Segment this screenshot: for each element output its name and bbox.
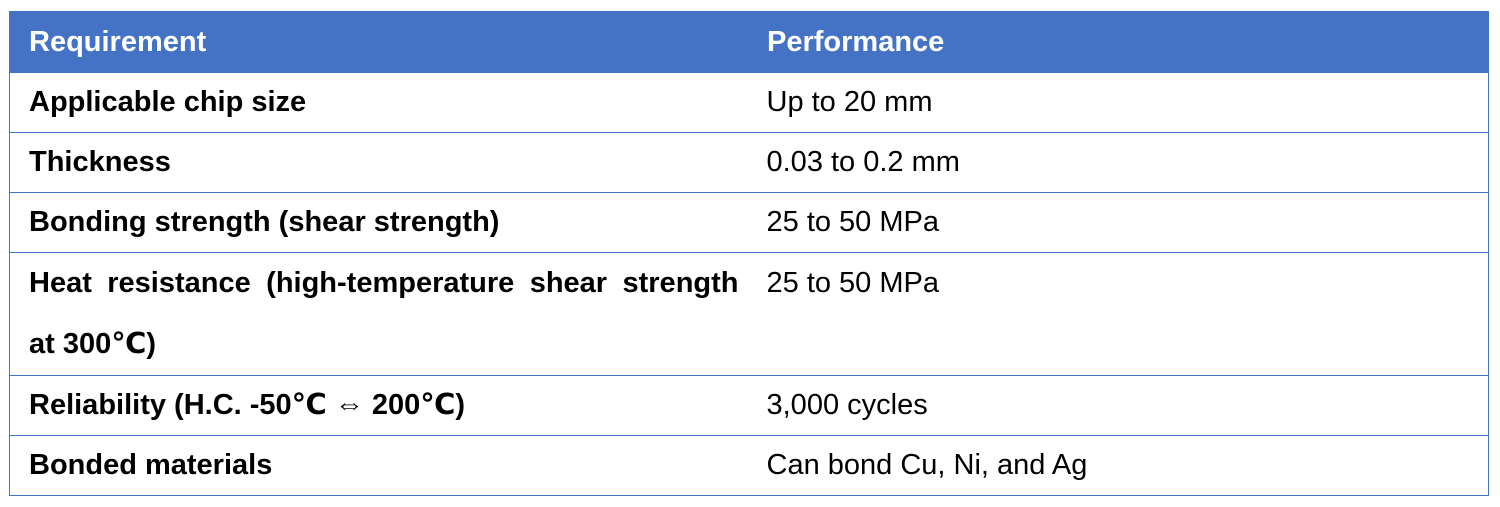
requirement-cell: Bonding strength (shear strength) <box>9 192 739 253</box>
requirement-cell: Bonded materials <box>9 435 739 496</box>
header-row: Requirement Performance <box>9 11 1489 73</box>
table-body: Applicable chip size Up to 20 mm Thickne… <box>9 72 1489 496</box>
requirement-cell: Thickness <box>9 132 739 193</box>
table-header: Requirement Performance <box>9 11 1489 73</box>
spec-table: Requirement Performance Applicable chip … <box>9 11 1489 496</box>
table-row: Thickness 0.03 to 0.2 mm <box>9 132 1489 193</box>
table-row: Applicable chip size Up to 20 mm <box>9 72 1489 133</box>
performance-cell: Up to 20 mm <box>738 72 1489 133</box>
performance-cell: 3,000 cycles <box>738 375 1489 436</box>
performance-cell: 25 to 50 MPa <box>738 192 1489 253</box>
table-row: Heat resistance (high-temperature shear … <box>9 252 1489 376</box>
performance-cell: Can bond Cu, Ni, and Ag <box>738 435 1489 496</box>
requirement-cell: Heat resistance (high-temperature shear … <box>9 252 739 376</box>
table-row: Reliability (H.C. -50℃ ⇔ 200℃) 3,000 cyc… <box>9 375 1489 436</box>
requirement-cell: Applicable chip size <box>9 72 739 133</box>
header-requirement: Requirement <box>9 11 739 73</box>
requirement-cell: Reliability (H.C. -50℃ ⇔ 200℃) <box>9 375 739 436</box>
header-performance: Performance <box>738 11 1489 73</box>
table-row: Bonding strength (shear strength) 25 to … <box>9 192 1489 253</box>
table-row: Bonded materials Can bond Cu, Ni, and Ag <box>9 435 1489 496</box>
performance-cell: 0.03 to 0.2 mm <box>738 132 1489 193</box>
performance-cell: 25 to 50 MPa <box>738 252 1489 376</box>
